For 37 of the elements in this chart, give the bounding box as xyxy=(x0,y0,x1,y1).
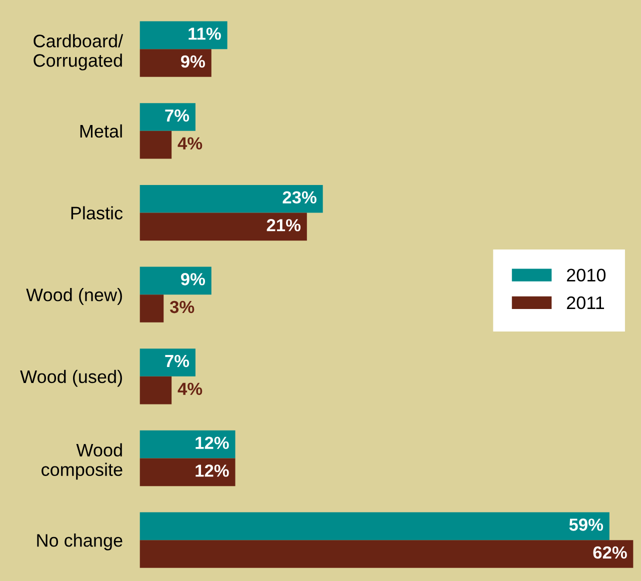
data-label: 4% xyxy=(178,382,202,395)
data-label: 23% xyxy=(282,191,316,204)
data-label: 7% xyxy=(165,109,190,122)
y-tick-label: Wood (new) xyxy=(26,288,122,305)
data-label: 59% xyxy=(569,518,604,531)
bar xyxy=(140,184,323,213)
bar xyxy=(140,49,212,77)
bar xyxy=(140,294,164,322)
bar xyxy=(140,21,228,50)
bar xyxy=(140,103,196,131)
legend-label: 2010 xyxy=(566,268,606,282)
bar xyxy=(140,540,634,568)
bar xyxy=(140,458,236,486)
bar xyxy=(140,130,172,159)
bar xyxy=(140,430,236,458)
bar xyxy=(140,512,610,540)
data-label: 62% xyxy=(593,546,627,559)
bar xyxy=(140,376,172,404)
data-label: 12% xyxy=(196,436,229,449)
legend-label: 2011 xyxy=(566,296,604,310)
data-label: 4% xyxy=(178,137,202,150)
data-label: 3% xyxy=(170,300,194,314)
data-label: 7% xyxy=(165,354,190,368)
y-tick-label: Metal xyxy=(80,124,122,138)
y-tick-label: Cardboard/ Corrugated xyxy=(34,34,124,70)
y-tick-label: Plastic xyxy=(71,206,123,220)
data-label: 12% xyxy=(196,464,229,477)
data-label: 9% xyxy=(180,273,206,286)
y-tick-label: Wood (used) xyxy=(20,370,122,387)
y-tick-label: No change xyxy=(37,534,122,550)
data-label: 9% xyxy=(180,55,206,68)
data-label: 21% xyxy=(266,219,301,232)
bar xyxy=(140,266,212,295)
bar xyxy=(140,348,196,376)
bar xyxy=(140,212,307,241)
y-tick-label: Wood composite xyxy=(42,443,122,480)
data-label: 11% xyxy=(188,28,221,40)
